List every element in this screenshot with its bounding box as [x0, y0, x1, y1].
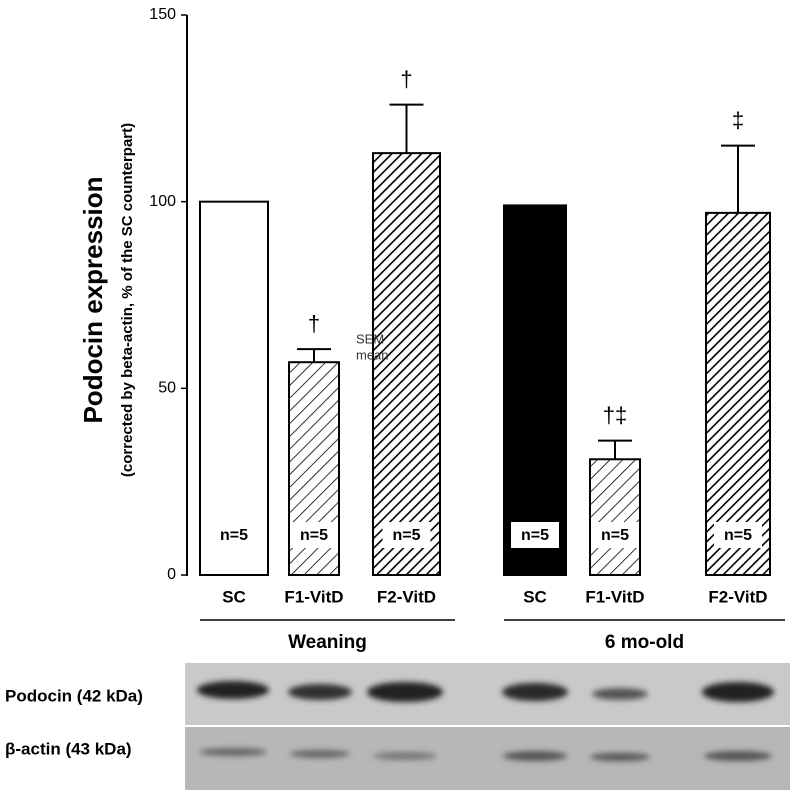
bar	[705, 211, 771, 576]
y-tick-label: 150	[149, 6, 176, 23]
n-label-box	[290, 522, 338, 548]
n-label-box	[382, 522, 431, 548]
n-label: n=5	[601, 527, 629, 544]
n-label-box	[591, 522, 639, 548]
x-tick-label: SC	[222, 587, 246, 606]
x-tick-label: F1-VitD	[585, 587, 644, 606]
x-tick-label: F2-VitD	[377, 587, 436, 606]
x-tick-label: F2-VitD	[708, 587, 767, 606]
n-label-box	[511, 522, 559, 548]
blot-podocin	[185, 663, 790, 725]
group-label: Weaning	[288, 632, 367, 653]
key-error: SEM	[356, 331, 384, 346]
key-value: mean	[356, 347, 389, 362]
blot-label: Podocin (42 kDa)	[5, 686, 143, 705]
n-label: n=5	[300, 527, 328, 544]
n-label: n=5	[724, 527, 752, 544]
n-label-box	[210, 522, 258, 548]
blot-label: β-actin (43 kDa)	[5, 739, 132, 758]
bar	[199, 200, 269, 577]
x-tick-label: SC	[523, 587, 547, 606]
n-label-box	[714, 522, 762, 548]
n-label: n=5	[392, 527, 420, 544]
significance-marker: †	[400, 66, 412, 91]
y-axis-title: Podocin expression	[78, 176, 108, 423]
bar	[589, 458, 641, 576]
x-tick-label: F1-VitD	[284, 587, 343, 606]
blot-bands	[197, 681, 774, 761]
y-axis-subtitle: (corrected by beta-actin, % of the SC co…	[119, 123, 136, 477]
group-label: 6 mo-old	[605, 632, 684, 653]
y-tick-label: 0	[167, 566, 176, 583]
n-label: n=5	[521, 527, 549, 544]
significance-marker: †‡	[603, 402, 627, 427]
y-tick-label: 100	[149, 193, 176, 210]
y-tick-label: 50	[158, 380, 176, 397]
significance-marker: ‡	[732, 107, 744, 132]
bar	[372, 152, 441, 576]
bar	[503, 204, 567, 576]
significance-marker: †	[308, 311, 320, 336]
blot-actin	[185, 727, 790, 790]
n-label: n=5	[220, 527, 248, 544]
